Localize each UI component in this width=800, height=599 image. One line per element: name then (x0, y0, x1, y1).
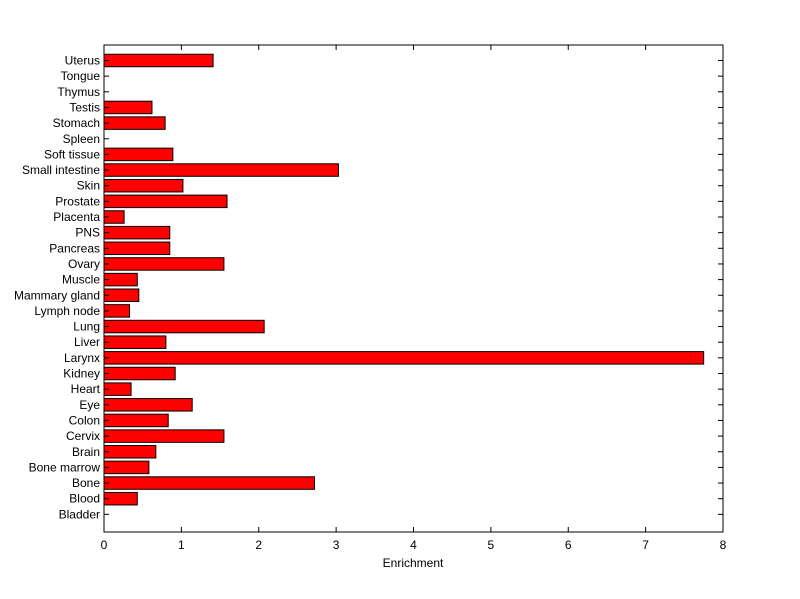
category-label: Blood (69, 492, 100, 506)
x-tick-labels-group: 0 1 2 3 4 5 6 7 8 (101, 538, 727, 552)
category-label: Colon (69, 413, 100, 427)
category-label: Larynx (64, 351, 100, 365)
bar-soft-tissue (103, 147, 174, 162)
category-label: Stomach (53, 116, 100, 130)
category-label: Eye (79, 398, 100, 412)
category-label: Brain (72, 445, 100, 459)
x-tick-label: 0 (101, 538, 108, 552)
bar-prostate (103, 194, 228, 209)
category-label: Pancreas (49, 241, 100, 255)
category-label: Skin (77, 179, 100, 193)
category-label: Bone marrow (29, 460, 101, 474)
bar-pns (103, 225, 171, 240)
category-label: Mammary gland (14, 288, 100, 302)
x-tick-label: 4 (410, 538, 417, 552)
bar-bone (103, 476, 315, 490)
category-label: Small intestine (22, 163, 100, 177)
category-label: Tongue (61, 69, 101, 83)
category-label: Uterus (65, 54, 100, 68)
category-label: Placenta (53, 210, 100, 224)
plot-frame (103, 44, 724, 533)
bar-testis (103, 100, 153, 115)
category-label: Muscle (62, 273, 100, 287)
bar-eye (103, 398, 193, 412)
category-label: Bladder (59, 507, 100, 521)
bar-bone-marrow (103, 460, 150, 475)
category-label: Bone (72, 476, 100, 490)
bar-brain (103, 445, 157, 459)
category-label: Heart (71, 382, 101, 396)
bar-kidney (103, 366, 176, 381)
x-tick-label: 2 (255, 538, 262, 552)
x-tick-label: 5 (488, 538, 495, 552)
x-tick-label: 7 (642, 538, 649, 552)
category-label: Soft tissue (44, 147, 100, 161)
category-label: Lung (73, 320, 100, 334)
category-label: Lymph node (34, 304, 100, 318)
bars-group (103, 53, 705, 506)
category-label: Liver (74, 335, 100, 349)
bar-larynx (103, 351, 705, 365)
x-axis-label: Enrichment (383, 556, 444, 570)
x-tick-label: 8 (720, 538, 727, 552)
category-label: Spleen (63, 132, 100, 146)
ticks-group (103, 45, 724, 532)
bar-stomach (103, 116, 166, 130)
plot-area (104, 45, 723, 532)
category-label: Kidney (63, 367, 100, 381)
x-tick-label: 6 (565, 538, 572, 552)
category-label: Cervix (66, 429, 100, 443)
bar-liver (103, 335, 167, 349)
bar-colon (103, 413, 169, 428)
bar-skin (103, 178, 184, 193)
bar-cervix (103, 429, 225, 443)
x-tick-label: 3 (333, 538, 340, 552)
category-label: Thymus (57, 85, 100, 99)
category-label: Ovary (68, 257, 100, 271)
category-label: Prostate (55, 194, 100, 208)
bar-small-intestine (103, 163, 339, 177)
bar-pancreas (103, 241, 171, 256)
category-label: PNS (75, 226, 100, 240)
bar-mammary-gland (103, 288, 140, 302)
bar-ovary (103, 257, 225, 271)
bar-uterus (103, 53, 214, 68)
x-tick-label: 1 (178, 538, 185, 552)
category-label: Testis (69, 100, 100, 114)
bar-lung (103, 319, 265, 334)
